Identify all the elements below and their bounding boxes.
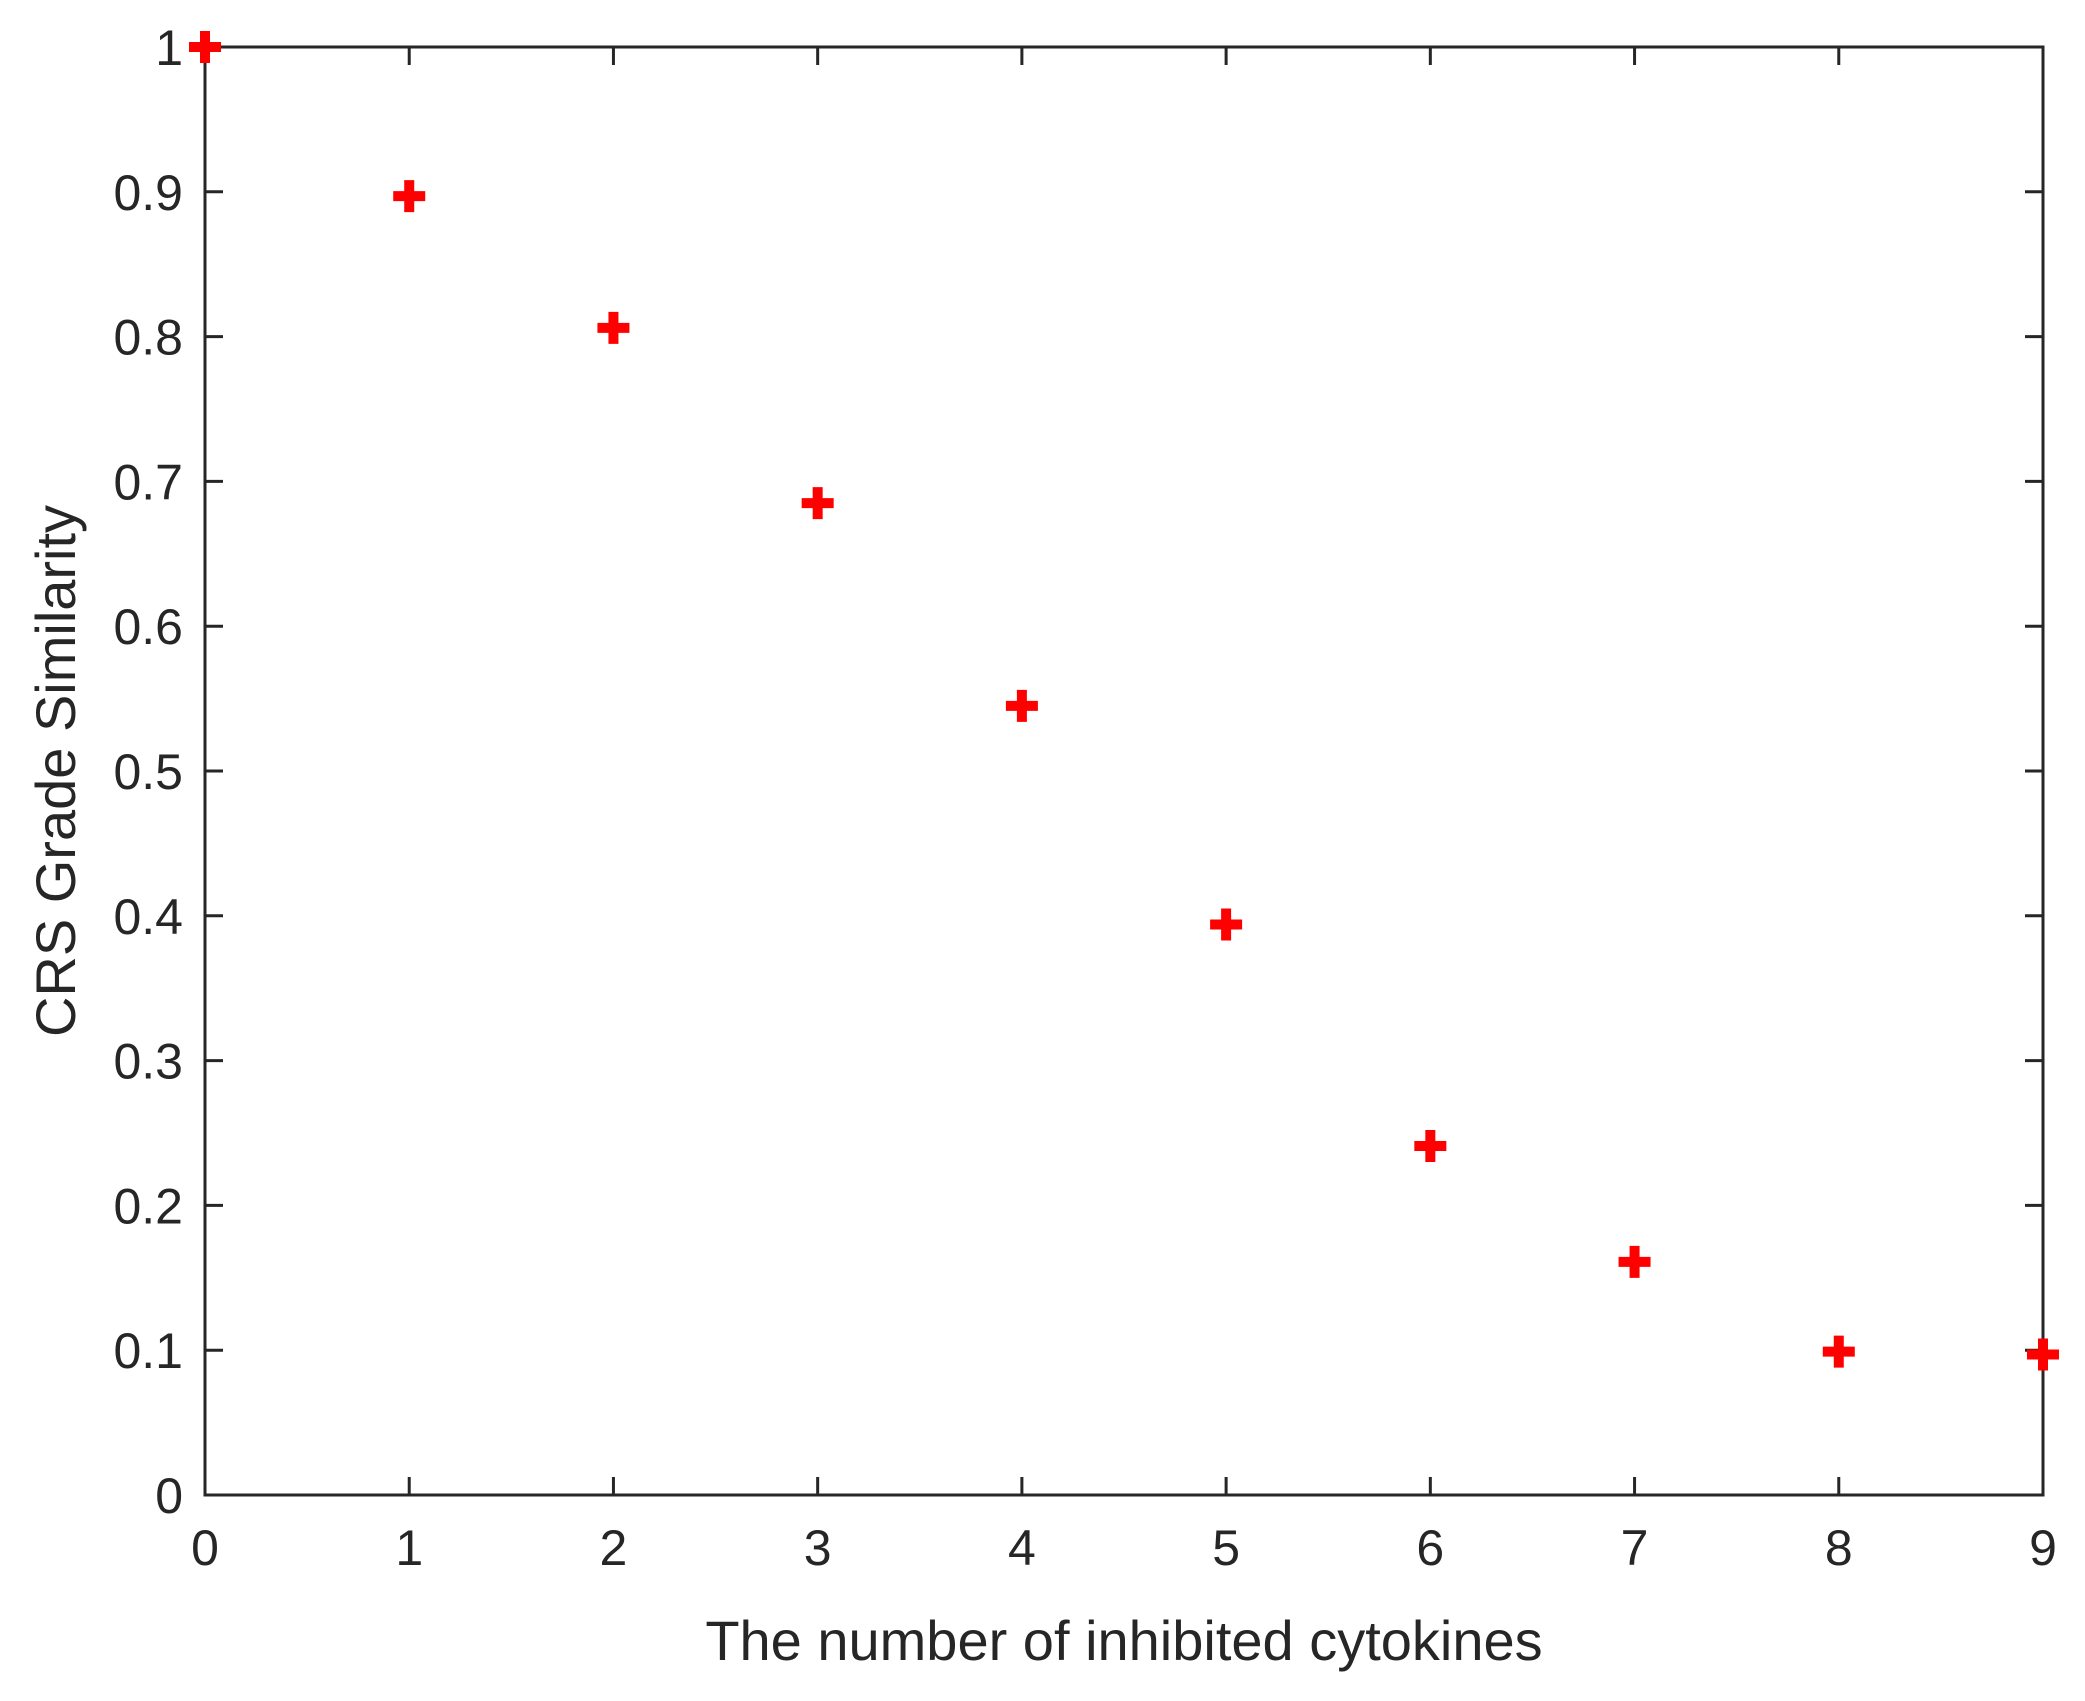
data-point — [1822, 1335, 1855, 1368]
y-tick-label: 0.2 — [113, 1178, 183, 1234]
points-layer — [189, 31, 2059, 1371]
y-tick-label: 0.1 — [113, 1323, 183, 1379]
data-point — [2027, 1338, 2059, 1371]
data-point — [1210, 908, 1243, 941]
data-point — [1618, 1245, 1651, 1278]
y-tick-label: 0 — [155, 1468, 183, 1524]
y-tick-label: 0.4 — [113, 889, 183, 945]
y-axis-title: CRS Grade Similarity — [24, 505, 87, 1037]
axes-layer — [203, 45, 2045, 1497]
data-point — [393, 180, 426, 213]
y-tick-label: 1 — [155, 20, 183, 76]
x-tick-label: 9 — [2029, 1520, 2057, 1576]
x-tick-label: 2 — [600, 1520, 628, 1576]
plot-box — [203, 45, 2045, 1497]
y-tick-label: 0.5 — [113, 744, 183, 800]
ticks-layer: 0 1 2 3 4 5 6 7 8 9 0 0.1 0.2 0.3 0.4 0.5 0.6 0.7 0.8 0.9 1 — [113, 20, 2056, 1576]
x-tick-label: 6 — [1416, 1520, 1444, 1576]
x-tick-label: 1 — [395, 1520, 423, 1576]
data-point — [801, 487, 834, 520]
y-tick-label: 0.6 — [113, 599, 183, 655]
x-tick-label: 4 — [1008, 1520, 1036, 1576]
x-tick-label: 3 — [804, 1520, 832, 1576]
x-axis-title: The number of inhibited cytokines — [705, 1609, 1542, 1672]
data-point — [1414, 1130, 1447, 1163]
y-tick-label: 0.9 — [113, 165, 183, 221]
x-tick-label: 7 — [1621, 1520, 1649, 1576]
data-point — [1005, 689, 1038, 722]
y-tick-label: 0.3 — [113, 1034, 183, 1090]
y-tick-label: 0.7 — [113, 454, 183, 510]
x-tick-label: 0 — [191, 1520, 219, 1576]
y-tick-label: 0.8 — [113, 310, 183, 366]
data-point — [189, 31, 221, 63]
data-point — [597, 311, 630, 344]
x-tick-label: 5 — [1212, 1520, 1240, 1576]
x-tick-label: 8 — [1825, 1520, 1853, 1576]
